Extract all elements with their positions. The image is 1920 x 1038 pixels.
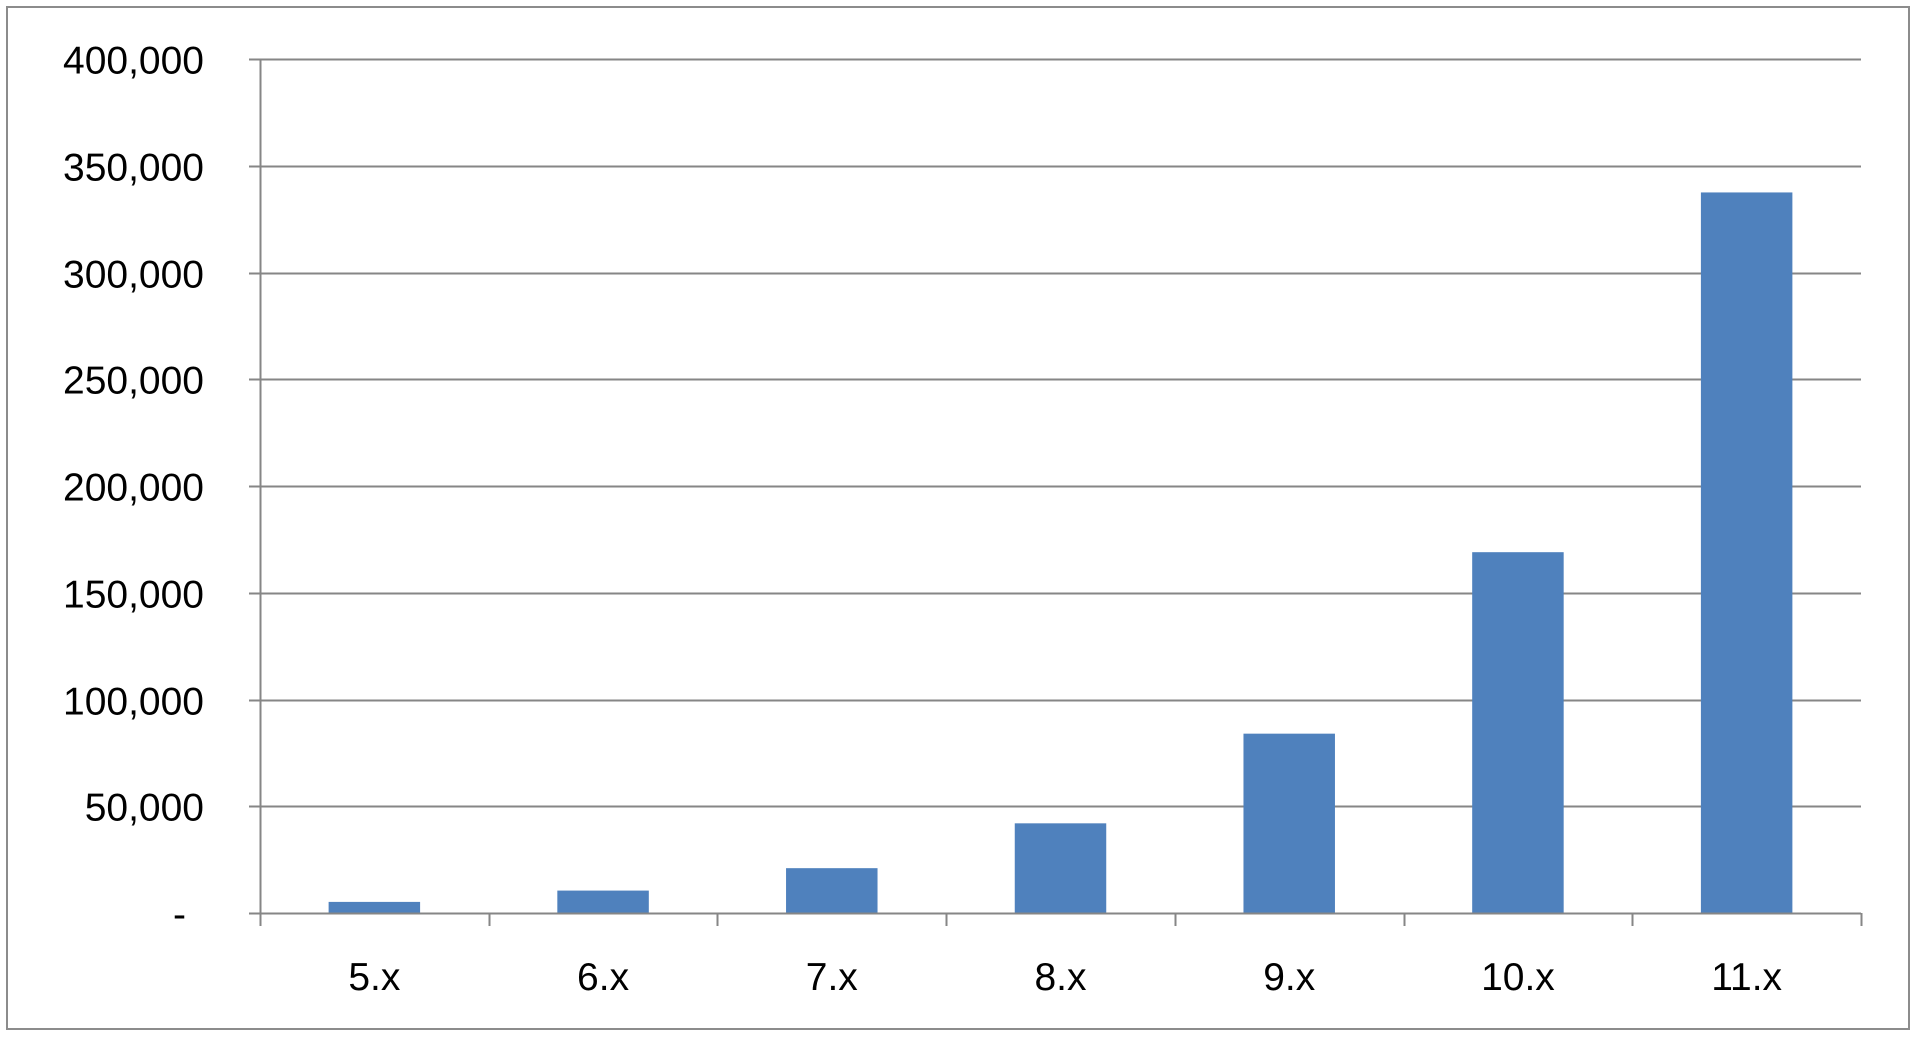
x-tick-label: 10.x xyxy=(1481,956,1555,999)
bar-6-x xyxy=(557,890,649,913)
y-tick-label: 150,000 xyxy=(63,574,204,617)
x-tick-label: 11.x xyxy=(1711,956,1782,999)
bars xyxy=(328,192,1793,913)
y-tick-label: 400,000 xyxy=(63,40,204,83)
y-tick-label: 250,000 xyxy=(63,360,204,403)
x-tick-labels: 5.x 6.x 7.x 8.x 9.x 10.x 11.x xyxy=(348,956,1782,999)
y-tick-label: 200,000 xyxy=(63,467,204,510)
gridlines xyxy=(260,58,1861,808)
y-tick-label: 300,000 xyxy=(63,254,204,297)
y-tick-label: 50,000 xyxy=(85,787,204,830)
bar-9-x xyxy=(1243,733,1335,913)
y-tick-label: - xyxy=(173,894,186,937)
bar-7-x xyxy=(786,868,878,913)
x-tick-label: 9.x xyxy=(1263,956,1316,999)
y-tick-label: 100,000 xyxy=(63,681,204,724)
axes xyxy=(249,58,1863,926)
x-tick-label: 8.x xyxy=(1034,956,1087,999)
bar-10-x xyxy=(1472,552,1564,913)
y-tick-label: 350,000 xyxy=(63,147,204,190)
chart-frame xyxy=(6,6,1910,1030)
bar-5-x xyxy=(328,901,421,913)
bar-8-x xyxy=(1014,823,1107,913)
x-tick-label: 5.x xyxy=(348,956,401,999)
bar-11-x xyxy=(1700,192,1793,913)
x-tick-label: 6.x xyxy=(577,956,630,999)
x-tick-label: 7.x xyxy=(806,956,859,999)
y-tick-labels: - 50,000 100,000 150,000 200,000 250,000 300,0… xyxy=(63,40,204,937)
